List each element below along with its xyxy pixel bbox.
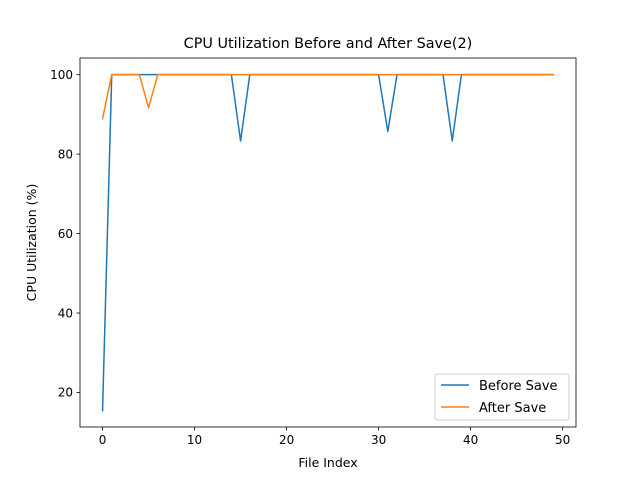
y-tick-label: 40: [58, 306, 73, 320]
y-tick-label: 80: [58, 147, 73, 161]
legend-label-after-save: After Save: [479, 401, 546, 416]
x-tick-label: 0: [99, 433, 107, 447]
x-axis-label: File Index: [298, 455, 357, 470]
legend: Before Save After Save: [434, 373, 570, 421]
x-tick-label: 40: [463, 433, 478, 447]
y-tick-label: 20: [58, 386, 73, 400]
x-tick-label: 20: [279, 433, 294, 447]
x-axis: 0 10 20 30 40 50: [99, 427, 570, 447]
x-tick-label: 10: [187, 433, 202, 447]
x-tick-label: 30: [371, 433, 386, 447]
plot-frame: [79, 57, 577, 428]
legend-label-before-save: Before Save: [479, 379, 558, 394]
y-tick-label: 100: [50, 68, 73, 82]
y-axis: 20 40 60 80 100: [50, 68, 80, 400]
y-axis-label: CPU Utilization (%): [24, 184, 39, 302]
chart-title: CPU Utilization Before and After Save(2): [184, 36, 473, 52]
series-layer: [101, 73, 555, 412]
x-tick-label: 50: [555, 433, 570, 447]
series-line-after-save: [101, 73, 555, 120]
y-tick-label: 60: [58, 227, 73, 241]
